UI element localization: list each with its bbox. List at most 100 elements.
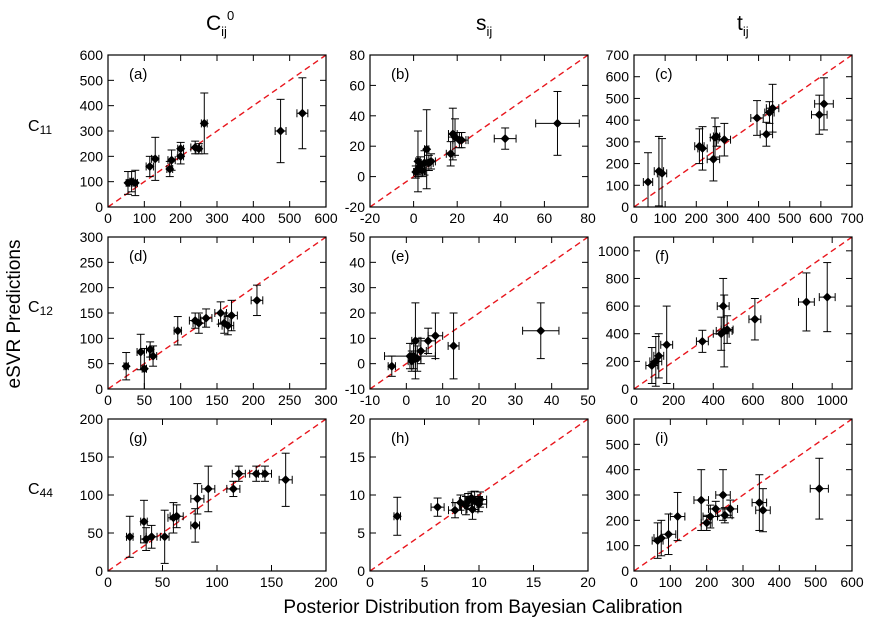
diamond-marker <box>412 354 422 364</box>
x-tick-label: 0 <box>104 574 112 590</box>
y-tick-label: 60 <box>349 77 365 93</box>
data-point <box>169 504 184 529</box>
data-point <box>535 90 580 156</box>
plot-frame <box>107 54 327 208</box>
data-point <box>176 141 186 156</box>
y-tick-label: 50 <box>349 229 365 245</box>
diamond-marker <box>433 502 443 512</box>
data-point <box>717 122 732 157</box>
diamond-marker <box>446 149 456 159</box>
data-point <box>797 272 815 332</box>
diamond-marker <box>145 344 155 354</box>
x-tick-label: 500 <box>778 210 802 226</box>
diamond-marker <box>500 134 510 144</box>
diamond-marker <box>819 99 829 109</box>
y-tick-label: 200 <box>80 148 104 164</box>
x-tick-label: 0 <box>366 574 374 590</box>
diamond-marker <box>121 361 131 371</box>
y-tick-label: 30 <box>349 280 365 296</box>
x-tick-label: 600 <box>809 210 833 226</box>
data-point <box>660 513 677 556</box>
row-header-c44: C44 <box>28 481 53 500</box>
diamond-marker <box>705 512 715 522</box>
data-points <box>642 77 834 207</box>
x-tick-label: 500 <box>804 574 828 590</box>
y-tick-label: 10 <box>349 487 365 503</box>
y-tick-label: 500 <box>606 436 630 452</box>
panel-label: (c) <box>655 66 673 83</box>
x-tick-label: 200 <box>685 210 709 226</box>
y-tick-label: 0 <box>621 381 629 397</box>
x-tick-label: 40 <box>493 210 509 226</box>
x-tick-label: 50 <box>137 392 153 408</box>
x-tick-label: 300 <box>314 392 338 408</box>
x-tick-label: 600 <box>840 574 864 590</box>
x-tick-label: 400 <box>747 210 771 226</box>
x-tick-label: 150 <box>205 392 229 408</box>
data-points <box>121 284 264 389</box>
diamond-marker <box>768 103 778 113</box>
data-point <box>274 98 287 164</box>
diamond-marker <box>123 178 133 188</box>
y-tick-label: 15 <box>349 449 365 465</box>
data-point <box>225 299 238 332</box>
diamond-marker <box>702 518 712 528</box>
diagonal-line <box>369 418 589 572</box>
panel-f: 0 200 400 600 800 1000 0 200 400 600 800 1000 (f) <box>598 236 853 408</box>
data-point <box>199 92 209 155</box>
diamond-marker <box>130 178 140 188</box>
data-point <box>422 109 432 190</box>
x-tick-label: 200 <box>662 392 686 408</box>
x-tick-label: 0 <box>402 392 410 408</box>
diamond-marker <box>643 177 653 187</box>
data-point <box>145 524 158 549</box>
panel-a: 0 100 200 300 400 500 600 0 100 200 300 400 500 600 (a… <box>80 47 338 226</box>
y-tick-label: 150 <box>80 449 104 465</box>
data-point <box>139 499 149 544</box>
y-tick-label: 400 <box>80 98 104 114</box>
data-point <box>430 497 445 517</box>
x-tick-label: 50 <box>155 574 171 590</box>
row-header-c11: C11 <box>28 118 52 137</box>
x-tick-label: 200 <box>242 392 266 408</box>
data-point <box>392 496 402 536</box>
diamond-marker <box>392 511 402 521</box>
y-tick-label: 0 <box>621 563 629 579</box>
diamond-marker <box>199 118 209 128</box>
x-tick-label: 600 <box>741 392 765 408</box>
column-header-t: tij <box>737 12 749 39</box>
data-point <box>473 491 488 508</box>
diamond-marker <box>260 469 270 479</box>
data-point <box>695 329 709 353</box>
diamond-marker <box>664 529 674 539</box>
data-points <box>125 452 293 564</box>
diamond-marker <box>423 336 433 346</box>
x-tick-label: 300 <box>731 574 755 590</box>
x-tick-label: 15 <box>526 574 542 590</box>
diamond-marker <box>194 318 204 328</box>
data-point <box>150 136 160 181</box>
data-point <box>145 341 155 358</box>
data-point <box>454 132 469 149</box>
data-point <box>493 127 517 150</box>
x-tick-label: 0 <box>630 392 638 408</box>
panel-g: 0 50 100 150 200 0 50 100 150 200 (g) <box>80 411 338 590</box>
diamond-marker <box>190 520 200 530</box>
panel-label: (f) <box>655 248 669 265</box>
panel-e: -10 0 10 20 30 40 50 -10 0 10 20 30 40 50 (e) <box>345 229 596 408</box>
diamond-marker <box>422 144 432 154</box>
diamond-marker <box>711 504 721 514</box>
diamond-marker <box>125 532 135 542</box>
data-point <box>130 169 140 197</box>
data-point <box>257 465 272 482</box>
x-tick-label: 400 <box>768 574 792 590</box>
data-point <box>410 302 420 380</box>
diamond-marker <box>475 495 485 505</box>
x-tick-label: 20 <box>471 392 487 408</box>
diamond-marker <box>227 311 237 321</box>
diamond-marker <box>281 475 291 485</box>
x-tick-label: 200 <box>314 574 338 590</box>
x-tick-label: 600 <box>314 210 338 226</box>
y-tick-label: 600 <box>606 411 630 427</box>
data-point <box>712 126 722 147</box>
